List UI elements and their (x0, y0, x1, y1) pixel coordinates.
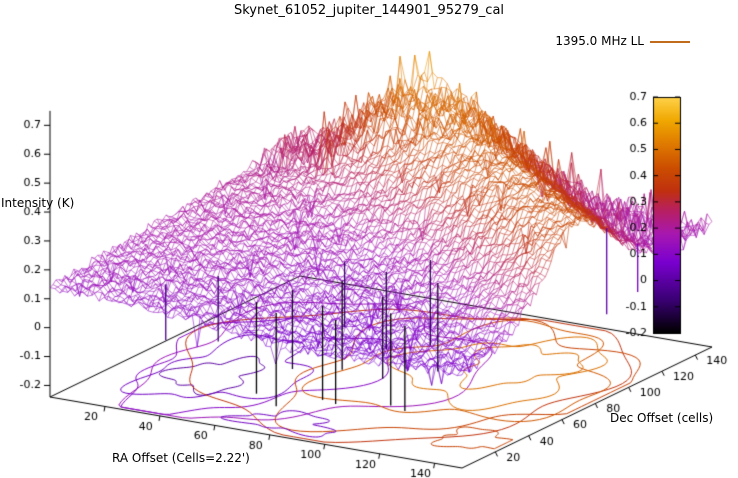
y-axis-label: Dec Offset (cells) (610, 411, 714, 425)
x-axis-label: RA Offset (Cells=2.22') (112, 451, 250, 465)
z-axis-label: Intensity (K) (1, 196, 75, 210)
legend-series-label: 1395.0 MHz LL (555, 34, 644, 48)
plot-title: Skynet_61052_jupiter_144901_95279_cal (233, 3, 505, 18)
legend-line-sample (650, 41, 690, 43)
